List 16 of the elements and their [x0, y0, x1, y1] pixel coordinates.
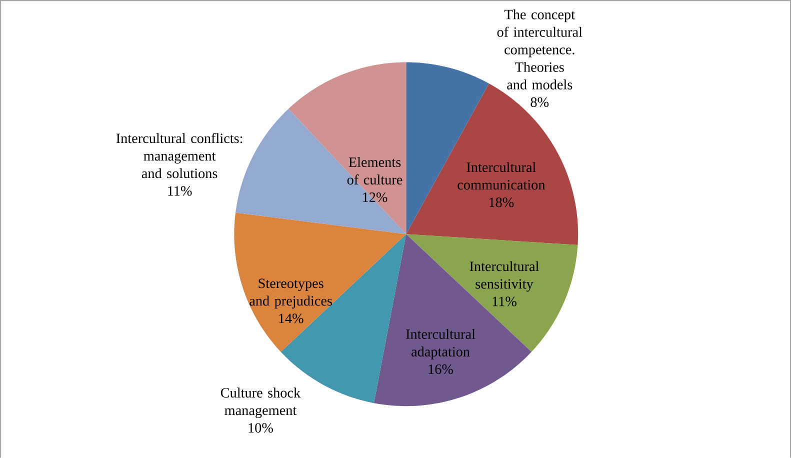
data-label: 10% [248, 422, 273, 433]
data-label: 14% [279, 314, 304, 324]
slice-label: Culture shock management [220, 388, 301, 418]
slice-label: Intercultural conflicts: management and solutions [116, 132, 242, 178]
slice-label: Intercultural sensitivity [470, 261, 539, 292]
slice-label: Intercultural adaptation [406, 328, 476, 360]
slice-label: The concept of intercultural competence. Theories and models [497, 9, 582, 90]
slice-label: Intercultural communication [458, 162, 546, 190]
slice-label: Stereotypes and prejudices [250, 278, 332, 308]
data-label: 16% [428, 364, 453, 374]
data-label: 8% [530, 97, 549, 107]
data-label: 12% [363, 192, 388, 202]
slice-label: Elements of culture [347, 156, 402, 184]
data-label: 11% [492, 296, 516, 306]
data-label: 18% [489, 197, 514, 208]
data-label: 11% [168, 186, 192, 196]
